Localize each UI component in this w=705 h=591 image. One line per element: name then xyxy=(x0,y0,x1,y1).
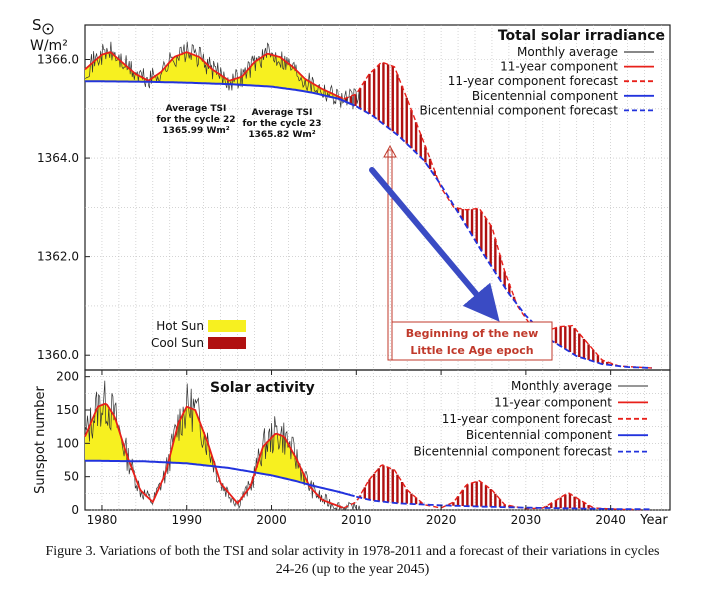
eleven-year-forecast-line xyxy=(343,464,653,511)
monthly-average-line xyxy=(85,41,361,110)
tsi-ylabel-unit: W/m² xyxy=(30,38,68,54)
caption-line-2: 24-26 (up to the year 2045) xyxy=(275,562,430,577)
y-tick-label: 0 xyxy=(71,503,79,517)
sunspot-legend: Monthly average 11-year component 11-year … xyxy=(413,379,648,459)
x-tick-label: 2030 xyxy=(511,513,542,527)
cycle22-line1: Average TSI xyxy=(166,104,227,114)
y-tick-label: 50 xyxy=(64,470,79,484)
legend-label: Bicentennial component xyxy=(466,428,612,442)
epoch-label-line1: Beginning of the new xyxy=(406,327,538,340)
sunspot-panel: 200 150 100 50 0 1980 1990 2000 2010 2020 2030 204… xyxy=(33,369,671,528)
tsi-fill-areas xyxy=(85,52,614,366)
bicentennial-forecast-line xyxy=(355,105,652,369)
cycle23-annotation: Average TSI for the cycle 23 1365.82 Wm² xyxy=(242,108,321,140)
legend-label: 11-year component xyxy=(494,395,612,409)
sunspot-xlabel: Year xyxy=(639,513,668,528)
x-tick-label: 2000 xyxy=(256,513,287,527)
eleven-year-component-line xyxy=(84,402,344,509)
sun-symbol-icon xyxy=(42,23,54,35)
bicentennial-component-line xyxy=(85,80,356,107)
sunspot-series-lines xyxy=(84,402,653,511)
legend-label: Bicentennial component xyxy=(472,89,618,103)
x-tick-label: 1990 xyxy=(171,513,202,527)
sunspot-x-ticks: 1980 1990 2000 2010 2020 2030 2040 xyxy=(87,370,626,527)
cycle23-line3: 1365.82 Wm² xyxy=(248,130,315,140)
eleven-year-forecast-line xyxy=(343,61,653,369)
legend-label: Monthly average xyxy=(517,45,618,59)
cycle23-line2: for the cycle 23 xyxy=(242,119,321,129)
legend-label: Bicentennial component forecast xyxy=(419,103,618,117)
y-tick-label: 1364.0 xyxy=(37,151,79,165)
legend-label: Bicentennial component forecast xyxy=(413,445,612,459)
y-tick-label: 200 xyxy=(56,370,79,384)
cycle23-line1: Average TSI xyxy=(252,108,313,118)
legend-label: 11-year component forecast xyxy=(448,74,618,88)
cool-sun-label: Cool Sun xyxy=(151,336,204,350)
epoch-label-box xyxy=(391,321,553,361)
tsi-monthly-average xyxy=(85,41,361,110)
legend-label: Monthly average xyxy=(511,379,612,393)
figure-caption: Figure 3. Variations of both the TSI and… xyxy=(0,543,705,579)
bicentennial-component-line xyxy=(85,459,355,498)
sunspot-monthly-average xyxy=(85,380,361,512)
decline-trend-arrow xyxy=(369,167,500,322)
epoch-marker-bar xyxy=(387,149,393,361)
x-tick-label: 1980 xyxy=(87,513,118,527)
hot-sun-area xyxy=(85,52,344,101)
tsi-y-ticks: 1366.0 1364.0 1362.0 1360.0 xyxy=(37,53,90,362)
tsi-ylabel-symbol: S xyxy=(32,16,42,34)
caption-line-1: Figure 3. Variations of both the TSI and… xyxy=(45,544,660,559)
y-tick-label: 100 xyxy=(56,436,79,450)
hot-sun-area xyxy=(85,403,344,508)
sunspot-ylabel: Sunspot number xyxy=(33,386,48,494)
cool-sun-swatch xyxy=(208,337,246,349)
y-tick-label: 1360.0 xyxy=(37,348,79,362)
hot-sun-swatch xyxy=(208,320,246,332)
sun-state-legend: Hot Sun Cool Sun xyxy=(151,319,246,350)
legend-label: 11-year component forecast xyxy=(442,412,612,426)
y-tick-label: 1362.0 xyxy=(37,250,79,264)
tsi-series-lines xyxy=(84,51,653,369)
monthly-average-line xyxy=(85,380,361,512)
x-tick-label: 2010 xyxy=(341,513,372,527)
x-tick-label: 2020 xyxy=(426,513,457,527)
hot-sun-label: Hot Sun xyxy=(156,319,204,333)
legend-label: 11-year component xyxy=(500,60,618,74)
cycle22-line2: for the cycle 22 xyxy=(156,115,235,125)
tsi-panel: 1366.0 1364.0 1362.0 1360.0 S W/m² Total so… xyxy=(30,16,671,371)
sunspot-y-ticks: 200 150 100 50 0 xyxy=(56,370,90,517)
cycle22-line3: 1365.99 Wm² xyxy=(162,126,229,136)
sunspot-title: Solar activity xyxy=(210,380,315,396)
epoch-label-line2: Little Ice Age epoch xyxy=(410,344,533,357)
x-tick-label: 2040 xyxy=(595,513,626,527)
cycle22-annotation: Average TSI for the cycle 22 1365.99 Wm² xyxy=(156,104,235,136)
y-tick-label: 1366.0 xyxy=(37,53,79,67)
epoch-marker: Beginning of the new Little Ice Age epoc… xyxy=(383,144,553,361)
epoch-marker-arrow xyxy=(383,144,397,158)
eleven-year-component-line xyxy=(84,51,344,100)
tsi-title: Total solar irradiance xyxy=(498,28,665,44)
bicentennial-forecast-line xyxy=(356,495,652,511)
y-tick-label: 150 xyxy=(56,403,79,417)
